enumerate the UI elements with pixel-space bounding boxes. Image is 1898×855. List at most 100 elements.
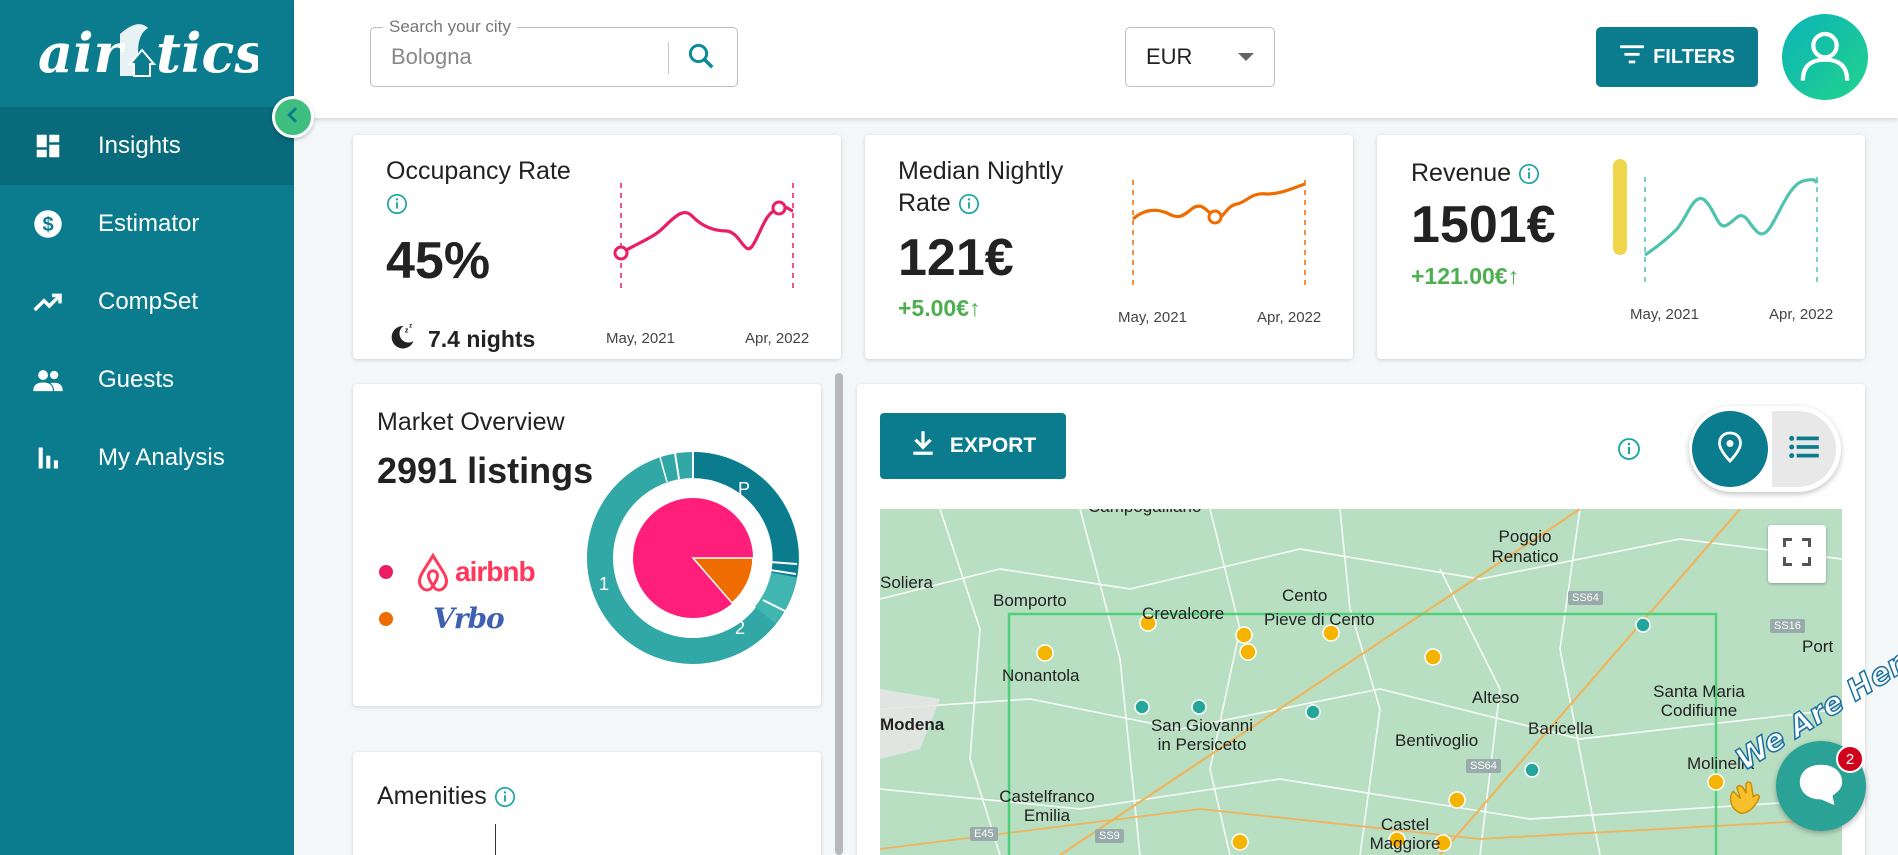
search-button[interactable]: [683, 40, 719, 76]
road-badge: SS9: [1095, 829, 1124, 843]
dollar-icon: $: [32, 208, 64, 240]
occupancy-value: 45%: [386, 232, 491, 290]
sidebar-item-label: Estimator: [98, 210, 200, 237]
road-badge: SS16: [1770, 619, 1805, 633]
map-place-label: Castel Maggiore: [1369, 815, 1441, 853]
info-icon[interactable]: [1518, 163, 1540, 185]
map-place-label: Baricella: [1528, 719, 1594, 738]
collapse-sidebar-button[interactable]: [272, 96, 314, 138]
top-bar: Search your city EUR FILTERS: [294, 0, 1898, 118]
listings-count: 2991 listings: [377, 450, 594, 491]
info-icon[interactable]: [1617, 437, 1641, 466]
revenue-delta: +121.00€↑: [1411, 263, 1520, 289]
legend-airbnb: airbnb: [379, 552, 536, 592]
sidebar-item-compset[interactable]: CompSet: [0, 263, 294, 341]
map-place-label: Crevalcore: [1142, 604, 1225, 623]
map-place-label: Castelfranco Emilia: [999, 787, 1095, 825]
market-overview-card: Market Overview 2991 listings airbnb Vrb…: [353, 384, 821, 706]
sidebar-item-my-analysis[interactable]: My Analysis: [0, 419, 294, 497]
map-place-label: Cento: [1282, 586, 1328, 605]
map-place-label: Poggio Renatico: [1491, 527, 1559, 566]
nights-value: 7.4 nights: [428, 325, 536, 352]
nightly-delta: +5.00€↑: [898, 295, 981, 321]
sidebar-item-estimator[interactable]: $ Estimator: [0, 185, 294, 263]
user-icon: [1797, 27, 1853, 88]
road-badge: SS64: [1466, 759, 1501, 773]
search-divider: [668, 42, 669, 74]
sidebar-item-label: Guests: [98, 366, 175, 393]
revenue-value: 1501€: [1411, 196, 1556, 254]
map-place-label: Pieve di Cento: [1264, 610, 1375, 629]
airbtics-logo[interactable]: air tics: [38, 14, 265, 90]
nightly-rate-card: Median Nightly Rate 121€ +5.00€↑ May, 20…: [865, 135, 1353, 359]
sidebar-item-label: Insights: [98, 132, 181, 159]
list-icon: [1788, 434, 1820, 465]
people-icon: [32, 364, 64, 396]
revenue-title: Revenue: [1411, 157, 1540, 189]
export-button[interactable]: EXPORT: [880, 413, 1066, 479]
map-place-label: San Giovanni in Persiceto: [1150, 716, 1254, 754]
amenities-axis: [495, 824, 496, 855]
info-icon[interactable]: [386, 193, 408, 215]
search-legend: Search your city: [383, 17, 517, 37]
city-search: Search your city: [370, 17, 738, 87]
sidebar-nav: Insights $ Estimator CompSet Guests My A…: [0, 107, 294, 497]
fullscreen-button[interactable]: [1768, 525, 1826, 583]
ring-label-1: 1: [599, 574, 609, 594]
revenue-sparkline: [1644, 177, 1819, 287]
map-place-label: Molinella: [1687, 754, 1755, 773]
nightly-title: Median Nightly Rate: [898, 157, 1064, 217]
filters-button[interactable]: FILTERS: [1596, 27, 1758, 87]
x-axis-end: Apr, 2022: [1769, 306, 1834, 323]
x-axis-start: May, 2021: [1118, 309, 1187, 326]
currency-select[interactable]: EUR: [1125, 27, 1275, 87]
sidebar-item-guests[interactable]: Guests: [0, 341, 294, 419]
x-axis-end: Apr, 2022: [1257, 309, 1322, 326]
search-input[interactable]: [391, 42, 651, 72]
dashboard-icon: [32, 130, 64, 162]
view-toggle: [1689, 406, 1841, 492]
list-view-button[interactable]: [1772, 411, 1836, 487]
svg-text:z: z: [405, 325, 409, 334]
ring-label-p: P: [738, 479, 750, 499]
caret-down-icon: [1238, 53, 1254, 61]
filter-icon: [1619, 43, 1653, 71]
search-icon: [686, 41, 716, 76]
map-place-label: Santa Maria Codifiume: [1653, 682, 1745, 720]
map-place-label: Alteso: [1472, 688, 1520, 707]
location-pin-icon: [1716, 430, 1744, 469]
amenities-title: Amenities: [377, 782, 516, 811]
legend-dot: [379, 611, 393, 626]
info-icon[interactable]: [958, 193, 980, 215]
svg-text:z: z: [409, 322, 412, 329]
map-place-label: Bomporto: [993, 591, 1067, 610]
revenue-highlight-bar: [1613, 159, 1627, 255]
download-icon: [910, 429, 950, 463]
occupancy-title: Occupancy Rate: [386, 155, 571, 219]
nightly-sparkline: [1131, 180, 1306, 290]
map-view-button[interactable]: [1692, 411, 1768, 487]
legend-vrbo: Vrbo: [379, 602, 505, 635]
chevron-left-icon: [284, 106, 302, 129]
avatar[interactable]: [1782, 14, 1868, 100]
export-label: EXPORT: [949, 434, 1037, 457]
listings-map[interactable]: Campogalliano Poggio Renatico Soliera Bo…: [880, 509, 1842, 855]
sidebar-item-label: CompSet: [98, 288, 199, 315]
info-icon[interactable]: [494, 786, 516, 808]
sidebar-item-insights[interactable]: Insights: [0, 107, 294, 185]
scrollbar[interactable]: [835, 373, 843, 855]
legend-dot: [379, 565, 393, 579]
vrbo-logo: Vrbo: [433, 602, 505, 635]
market-donut-chart: P 1 2: [587, 452, 799, 664]
fullscreen-icon: [1782, 537, 1812, 572]
map-place-label: Nonantola: [1002, 666, 1080, 685]
x-axis-start: May, 2021: [606, 330, 675, 347]
road-badge: SS64: [1568, 591, 1603, 605]
map-place-label: Soliera: [880, 573, 933, 592]
notification-badge[interactable]: 2: [1836, 745, 1864, 773]
amenities-card: Amenities: [353, 752, 821, 855]
svg-text:tics: tics: [156, 21, 258, 85]
map-place-label: Modena: [880, 715, 945, 734]
